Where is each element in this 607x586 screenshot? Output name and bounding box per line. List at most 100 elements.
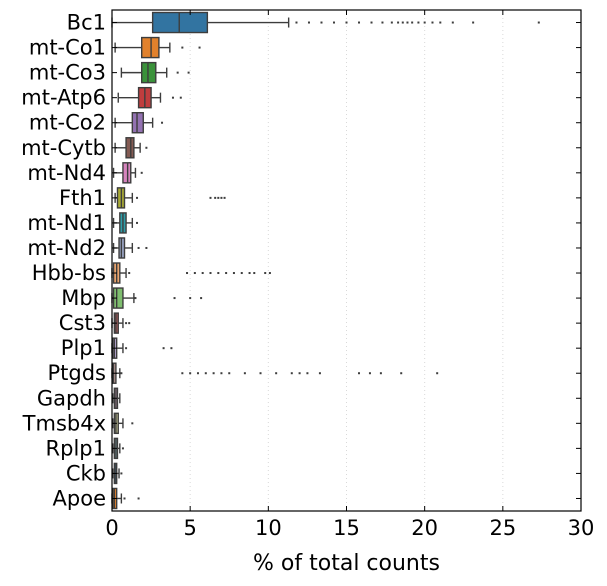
outlier-point (120, 472, 123, 475)
x-tick-label: 5 (183, 516, 196, 540)
outlier-point (228, 372, 231, 375)
outlier-point (214, 196, 217, 199)
y-tick-label: Rplp1 (46, 436, 106, 460)
outlier-point (379, 372, 382, 375)
outlier-point (123, 497, 126, 500)
x-tick-label: 15 (333, 516, 360, 540)
y-tick-label: mt-Co1 (29, 36, 106, 60)
y-tick-label: Plp1 (61, 336, 106, 360)
outlier-point (128, 272, 131, 275)
outlier-point (217, 196, 220, 199)
outlier-point (120, 372, 123, 375)
outlier-point (204, 372, 207, 375)
outlier-point (145, 146, 148, 149)
y-tick-label: Ckb (66, 461, 106, 485)
outlier-point (264, 272, 267, 275)
outlier-point (423, 21, 426, 24)
outlier-point (318, 372, 321, 375)
box-mt-nd4 (112, 162, 143, 184)
outlier-point (240, 272, 243, 275)
outlier-point (307, 21, 310, 24)
outlier-point (370, 21, 373, 24)
box-layer (111, 11, 540, 510)
outlier-point (161, 121, 164, 124)
y-tick-label: Mbp (61, 286, 106, 310)
outlier-point (358, 372, 361, 375)
outlier-point (243, 372, 246, 375)
outlier-point (173, 297, 176, 300)
box-bc1 (111, 11, 540, 34)
box-ptgds (111, 362, 439, 384)
y-tick-label: Bc1 (67, 11, 106, 35)
box-iqr (125, 137, 135, 159)
x-tick-label: 30 (568, 516, 595, 540)
outlier-point (248, 272, 251, 275)
y-tick-label: mt-Co2 (29, 111, 106, 135)
y-tick-label: Cst3 (59, 311, 106, 335)
grid-layer (111, 10, 582, 511)
y-tick-label: Gapdh (37, 386, 106, 410)
outlier-point (390, 21, 393, 24)
outlier-point (451, 21, 454, 24)
outlier-point (406, 21, 409, 24)
box-mbp (111, 287, 203, 309)
outlier-point (212, 372, 215, 375)
box-mt-atp6 (117, 86, 182, 109)
y-tick-label: Hbb-bs (32, 261, 106, 285)
y-tick-label: Tmsb4x (22, 411, 106, 435)
box-mt-co2 (114, 112, 164, 134)
outlier-point (134, 297, 137, 300)
outlier-point (401, 21, 404, 24)
outlier-point (431, 21, 434, 24)
x-tick-label: 0 (105, 516, 118, 540)
outlier-point (368, 372, 371, 375)
outlier-point (436, 372, 439, 375)
outlier-point (209, 272, 212, 275)
box-iqr (151, 11, 209, 34)
y-tick-label: mt-Nd4 (27, 161, 106, 185)
outlier-point (411, 21, 414, 24)
outlier-point (201, 272, 204, 275)
outlier-point (145, 246, 148, 249)
y-tick-label: mt-Cytb (21, 136, 106, 160)
outlier-point (345, 21, 348, 24)
y-tick-label: Ptgds (48, 361, 107, 385)
outlier-point (170, 347, 173, 350)
label-layer: Bc1mt-Co1mt-Co3mt-Atp6mt-Co2mt-Cytbmt-Nd… (21, 11, 594, 540)
outlier-point (131, 422, 134, 425)
outlier-point (259, 372, 262, 375)
box-fth1 (114, 187, 226, 209)
box-iqr (141, 36, 160, 59)
box-iqr (122, 162, 132, 184)
box-iqr (141, 61, 157, 84)
outlier-point (121, 447, 124, 450)
outlier-point (193, 272, 196, 275)
outlier-point (306, 372, 309, 375)
x-tick-label: 10 (255, 516, 282, 540)
x-axis-label: % of total counts (253, 551, 440, 576)
outlier-point (220, 196, 223, 199)
outlier-point (137, 497, 140, 500)
box-mt-cytb (114, 137, 148, 159)
box-iqr (131, 112, 144, 134)
outlier-point (179, 96, 182, 99)
outlier-point (198, 46, 201, 49)
y-tick-label: mt-Nd2 (27, 236, 106, 260)
outlier-point (209, 196, 212, 199)
outlier-point (217, 272, 220, 275)
box-hbb-bs (111, 262, 271, 284)
x-tick-label: 25 (489, 516, 516, 540)
outlier-point (537, 21, 540, 24)
outlier-point (200, 297, 203, 300)
outlier-point (417, 21, 420, 24)
y-tick-label: Fth1 (59, 186, 106, 210)
outlier-point (128, 322, 131, 325)
outlier-point (220, 372, 223, 375)
outlier-point (295, 21, 298, 24)
outlier-point (137, 246, 140, 249)
outlier-point (162, 347, 165, 350)
outlier-point (298, 372, 301, 375)
outlier-point (196, 372, 199, 375)
outlier-point (140, 171, 143, 174)
